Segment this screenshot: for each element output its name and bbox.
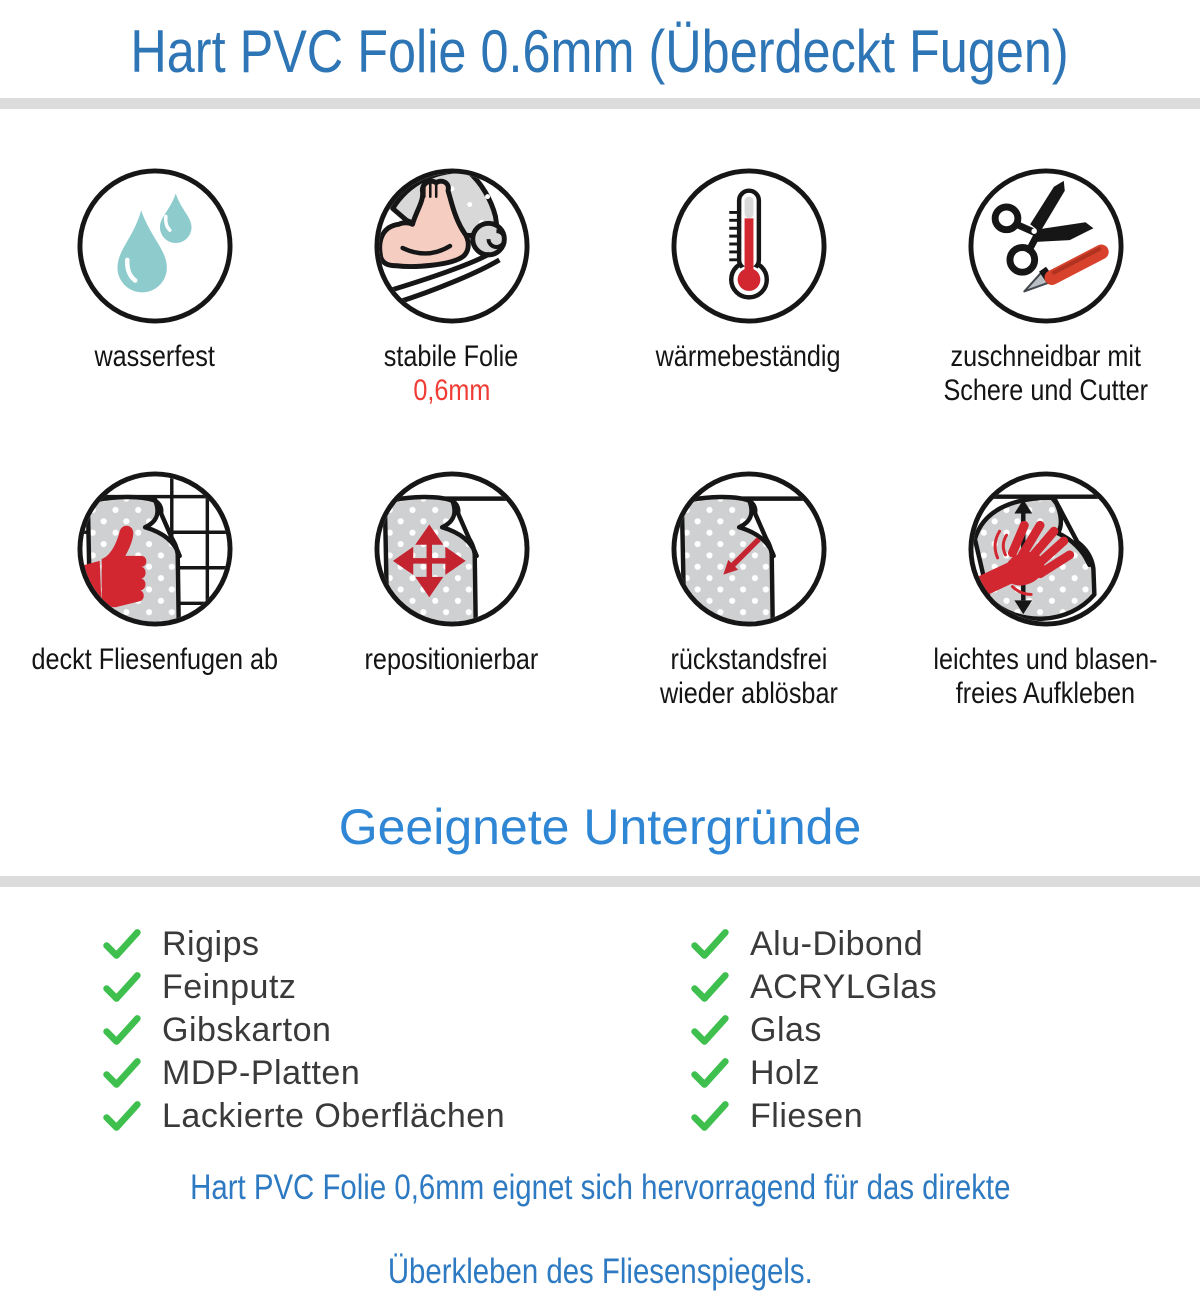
list-item-label: ACRYLGlas <box>750 968 938 1007</box>
list-item: Gibskarton <box>102 1013 602 1047</box>
list-item: Lackierte Oberflächen <box>102 1099 602 1133</box>
list-item: Feinputz <box>102 970 602 1004</box>
list-item-label: Rigips <box>162 925 260 964</box>
list-item-label: Alu-Dibond <box>750 925 924 964</box>
check-icon <box>103 1057 141 1088</box>
footer-line-2: Überkleben des Fliesenspiegels. <box>387 1252 813 1292</box>
feature-sublabel: 0,6mm <box>412 373 491 407</box>
thumbs-up-tiles-icon <box>76 471 233 627</box>
list-item-label: Gibskarton <box>162 1011 332 1050</box>
feature-label: repositionierbar <box>364 642 539 676</box>
feature-wasserfest: wasserfest <box>6 167 303 408</box>
water-drops-icon <box>76 168 233 324</box>
feature-stabile-folie: stabile Folie 0,6mm <box>303 167 600 408</box>
feature-leichtes-aufkleben: leichtes und blasen- freies Aufkleben <box>897 470 1194 745</box>
feature-label: deckt Fliesenfugen ab <box>31 642 278 676</box>
feature-label: leichtes und blasen- freies Aufkleben <box>933 642 1158 710</box>
list-item: Holz <box>690 1056 937 1090</box>
scissors-cutter-icon <box>967 168 1124 324</box>
feature-deckt-fliesenfugen: deckt Fliesenfugen ab <box>6 470 303 711</box>
feature-label: rückstandsfrei wieder ablösbar <box>659 642 838 710</box>
substrates-list: Rigips Feinputz Gibskarton MDP-Platten L… <box>0 927 1200 1133</box>
peel-off-arrow-foil-icon <box>670 471 827 627</box>
check-icon <box>691 1100 729 1131</box>
list-item: MDP-Platten <box>102 1056 602 1090</box>
feature-label: wärmebeständig <box>656 340 841 373</box>
header: Hart PVC Folie 0.6mm (Überdeckt Fugen) <box>0 0 1200 83</box>
feature-repositionierbar: repositionierbar <box>303 470 600 711</box>
thermometer-icon <box>670 168 827 324</box>
smoothing-hand-foil-icon <box>967 471 1124 627</box>
substrates-right-column: Alu-Dibond ACRYLGlas Glas Holz Fliesen <box>690 927 937 1133</box>
muscle-arm-foil-icon <box>373 168 530 324</box>
list-item-label: Feinputz <box>162 968 297 1007</box>
check-icon <box>103 928 141 959</box>
feature-grid: wasserfest stabile Folie 0,6mm <box>0 167 1200 744</box>
list-item-label: Lackierte Oberflächen <box>162 1097 506 1136</box>
footer-line-1: Hart PVC Folie 0,6mm eignet sich hervorr… <box>189 1168 1011 1208</box>
feature-label: zuschneidbar mit Schere und Cutter <box>943 340 1148 407</box>
substrates-left-column: Rigips Feinputz Gibskarton MDP-Platten L… <box>102 927 602 1133</box>
feature-zuschneidbar: zuschneidbar mit Schere und Cutter <box>897 167 1194 442</box>
move-arrows-foil-icon <box>373 471 530 627</box>
check-icon <box>691 1057 729 1088</box>
list-item: Rigips <box>102 927 602 961</box>
feature-waermebestaendig: wärmebeständig <box>600 167 897 408</box>
list-item: Fliesen <box>690 1099 937 1133</box>
footer-note: Hart PVC Folie 0,6mm eignet sich hervorr… <box>0 1167 1200 1293</box>
list-item-label: Glas <box>750 1011 822 1050</box>
feature-label: wasserfest <box>94 340 215 373</box>
list-item: Alu-Dibond <box>690 927 937 961</box>
list-item-label: MDP-Platten <box>162 1054 361 1093</box>
check-icon <box>103 1100 141 1131</box>
divider-middle <box>0 876 1200 888</box>
feature-rueckstandsfrei: rückstandsfrei wieder ablösbar <box>600 470 897 745</box>
list-item-label: Fliesen <box>750 1097 864 1136</box>
feature-label: stabile Folie <box>384 340 519 373</box>
check-icon <box>103 1014 141 1045</box>
check-icon <box>691 971 729 1002</box>
divider-top <box>0 98 1200 109</box>
check-icon <box>691 928 729 959</box>
substrates-heading: Geeignete Untergründe <box>338 799 862 856</box>
list-item: ACRYLGlas <box>690 970 937 1004</box>
check-icon <box>103 971 141 1002</box>
list-item: Glas <box>690 1013 937 1047</box>
check-icon <box>691 1014 729 1045</box>
list-item-label: Holz <box>750 1054 821 1093</box>
page-title: Hart PVC Folie 0.6mm (Überdeckt Fugen) <box>130 18 1070 85</box>
